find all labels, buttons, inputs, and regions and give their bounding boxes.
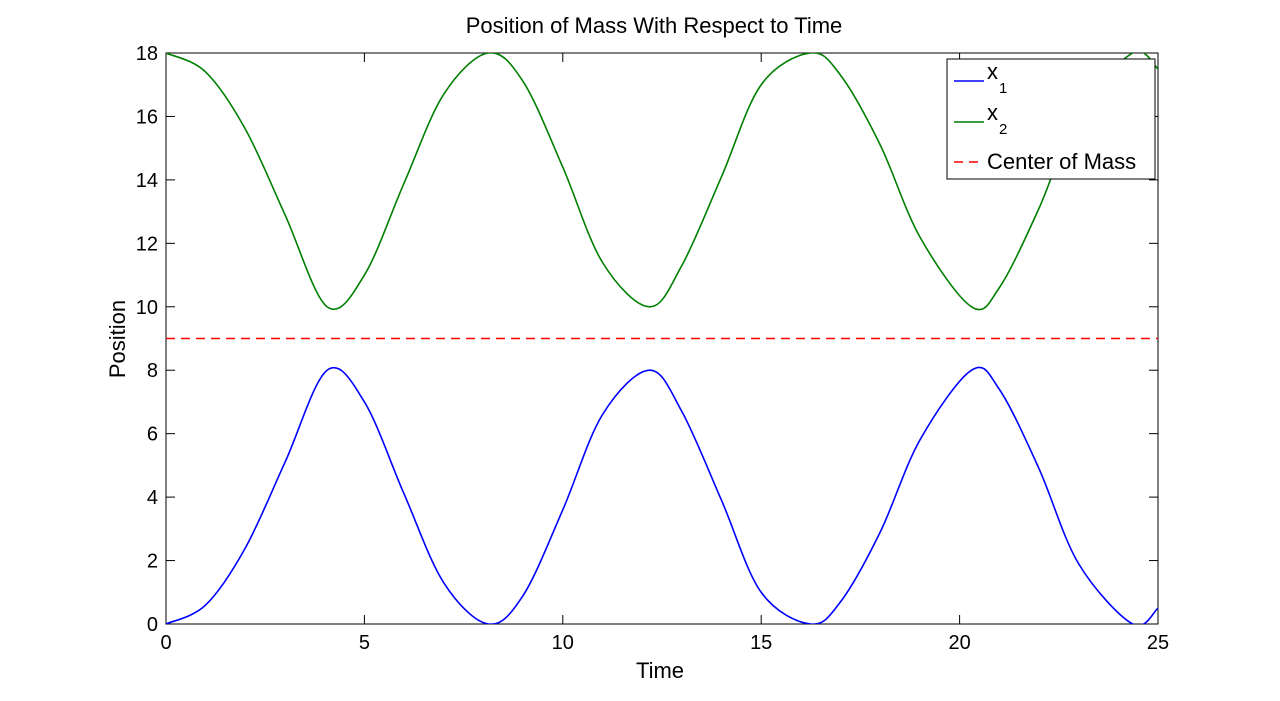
legend-subscript-1: 2 bbox=[999, 121, 1007, 138]
legend-box bbox=[946, 58, 1156, 180]
x-tick-label: 15 bbox=[750, 632, 772, 654]
y-tick-label: 2 bbox=[147, 551, 158, 573]
x-tick-label: 25 bbox=[1147, 632, 1169, 654]
chart-title: Position of Mass With Respect to Time bbox=[466, 13, 843, 38]
y-tick-label: 6 bbox=[147, 424, 158, 446]
series-line-1 bbox=[166, 53, 1158, 311]
x-tick-label: 0 bbox=[160, 632, 171, 654]
x-axis-label: Time bbox=[636, 658, 684, 683]
y-tick-label: 14 bbox=[136, 170, 158, 192]
legend-label-0: x bbox=[987, 59, 998, 84]
legend-label-2: Center of Mass bbox=[987, 149, 1136, 174]
x-tick-label: 20 bbox=[948, 632, 970, 654]
legend-label-1: x bbox=[987, 100, 998, 125]
y-tick-label: 0 bbox=[147, 614, 158, 636]
y-tick-label: 8 bbox=[147, 360, 158, 382]
y-tick-label: 4 bbox=[147, 487, 158, 509]
y-tick-label: 18 bbox=[136, 43, 158, 65]
y-axis-label: Position bbox=[105, 300, 130, 378]
y-tick-label: 16 bbox=[136, 106, 158, 128]
y-tick-label: 12 bbox=[136, 233, 158, 255]
series-group bbox=[166, 53, 1158, 624]
legend-subscript-0: 1 bbox=[999, 80, 1007, 97]
x-tick-label: 5 bbox=[359, 632, 370, 654]
y-tick-label: 10 bbox=[136, 297, 158, 319]
series-line-0 bbox=[166, 366, 1158, 624]
x-tick-label: 10 bbox=[552, 632, 574, 654]
